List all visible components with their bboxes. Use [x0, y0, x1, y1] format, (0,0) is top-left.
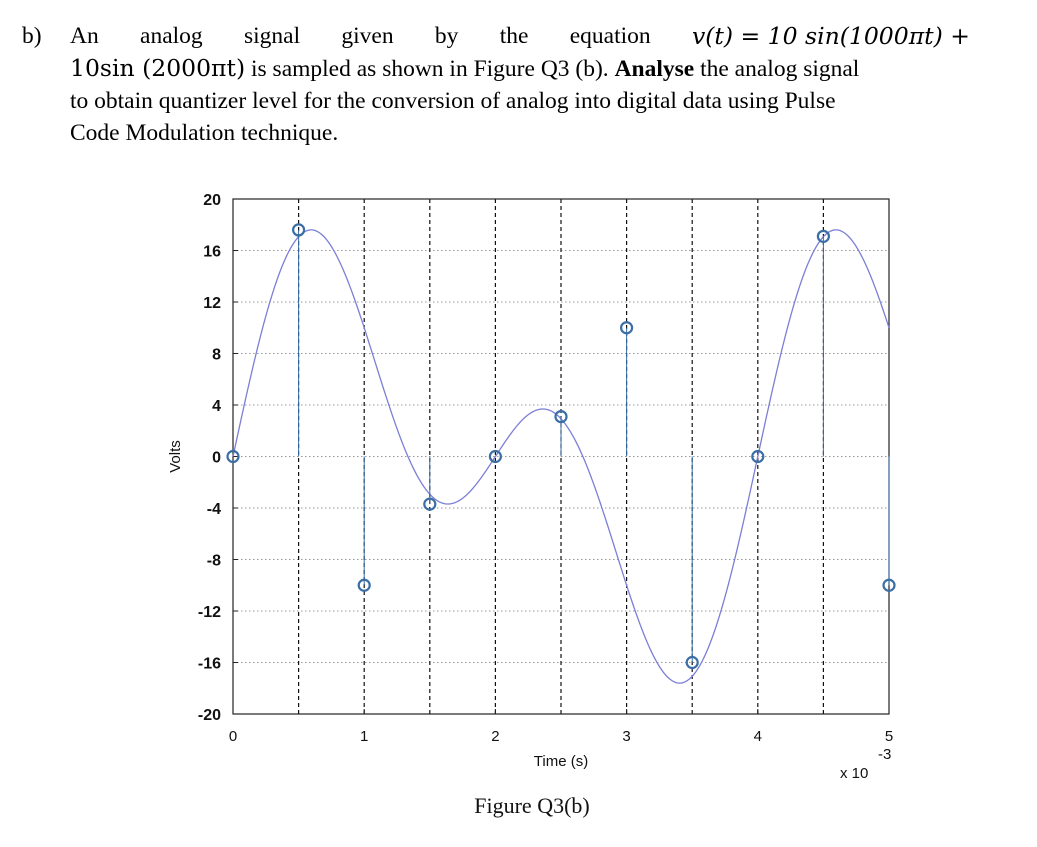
question-word: equation	[569, 23, 651, 49]
y-tick-label: -8	[207, 553, 221, 570]
y-tick-label: -20	[198, 707, 221, 724]
x-multiplier-label: x 10	[840, 765, 868, 782]
question-line-3: to obtain quantizer level for the conver…	[70, 88, 836, 114]
y-tick-label: 0	[212, 450, 221, 467]
sample-point	[488, 449, 502, 464]
sample-point	[882, 578, 896, 592]
y-axis-label: Volts	[167, 440, 184, 473]
question-line-4: Code Modulation technique.	[70, 120, 339, 146]
question-line-2-text: is sampled as shown in Figure Q3 (b).	[245, 56, 615, 82]
sample-point	[226, 449, 240, 464]
question-word: An	[70, 23, 99, 49]
x-tick-label: 4	[754, 728, 762, 745]
question-label: b)	[22, 23, 42, 49]
sample-point	[619, 321, 634, 335]
x-tick-label: 0	[229, 728, 237, 745]
question-line-2: 10sin (2000πt) is sampled as shown in Fi…	[70, 52, 970, 85]
x-tick-label: 2	[491, 728, 499, 745]
y-tick-label: 16	[203, 244, 221, 261]
y-tick-label: 8	[212, 347, 221, 364]
y-tick-label: -16	[198, 656, 221, 673]
question-word: the	[499, 23, 529, 49]
x-multiplier-exponent: -3	[878, 746, 891, 763]
question-body: An analog signal given by the equation v(t) = 1…	[70, 20, 970, 149]
y-tick-label: -12	[198, 604, 221, 621]
y-tick-label: 12	[203, 295, 221, 312]
figure-caption: Figure Q3(b)	[474, 793, 589, 818]
y-tick-label: 20	[203, 192, 221, 209]
equation-part-2: 10sin (2000πt)	[70, 54, 246, 82]
sample-point	[816, 229, 831, 243]
y-tick-label: 4	[212, 398, 221, 415]
question-line-1: An analog signal given by the equation v(t) = 1…	[70, 20, 970, 52]
sample-point	[423, 497, 437, 511]
question-line-2-tail: the analog signal	[694, 56, 860, 82]
question-word: by	[434, 23, 459, 49]
sample-point	[685, 655, 699, 670]
sample-point	[751, 449, 765, 464]
question-word: given	[341, 23, 394, 49]
question-word: analog	[140, 23, 203, 49]
sample-point	[554, 409, 568, 424]
x-tick-label: 5	[885, 728, 893, 745]
sample-point	[292, 223, 306, 237]
question-word: signal	[243, 23, 301, 49]
x-tick-label: 3	[622, 728, 630, 745]
equation-part-1: v(t) = 10 sin(1000πt) +	[691, 22, 970, 50]
analyse-keyword: Analyse	[614, 56, 695, 82]
x-axis-label: Time (s)	[534, 753, 588, 770]
sample-point	[357, 578, 371, 592]
y-tick-label: -4	[207, 501, 221, 518]
x-tick-label: 1	[360, 728, 368, 745]
